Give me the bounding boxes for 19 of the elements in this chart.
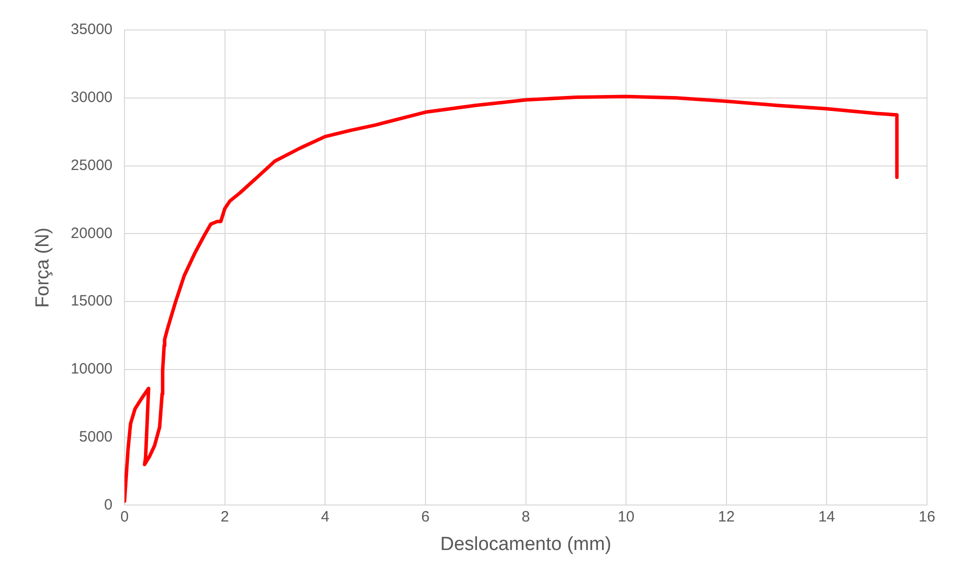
y-tick-label: 0 xyxy=(104,496,113,514)
x-tick-label: 6 xyxy=(421,508,430,526)
x-tick-label: 10 xyxy=(618,508,634,526)
y-tick-label: 20000 xyxy=(70,224,113,242)
x-tick-label: 4 xyxy=(320,508,330,526)
x-tick-label: 0 xyxy=(120,508,129,526)
y-tick-label: 25000 xyxy=(70,156,113,174)
x-tick-label: 14 xyxy=(818,508,836,526)
x-tick-label: 16 xyxy=(918,508,936,526)
x-tick-label: 8 xyxy=(522,508,530,526)
x-axis-title: Deslocamento (mm) xyxy=(440,534,612,555)
y-tick-label: 10000 xyxy=(70,360,113,378)
y-tick-label: 5000 xyxy=(79,428,113,446)
y-tick-label: 15000 xyxy=(70,292,113,310)
x-tick-label: 12 xyxy=(718,508,735,526)
y-tick-label: 35000 xyxy=(70,21,113,38)
x-tick-label: 2 xyxy=(220,508,229,526)
y-axis-title: Força (N) xyxy=(32,227,54,308)
y-tick-label: 30000 xyxy=(70,89,113,106)
